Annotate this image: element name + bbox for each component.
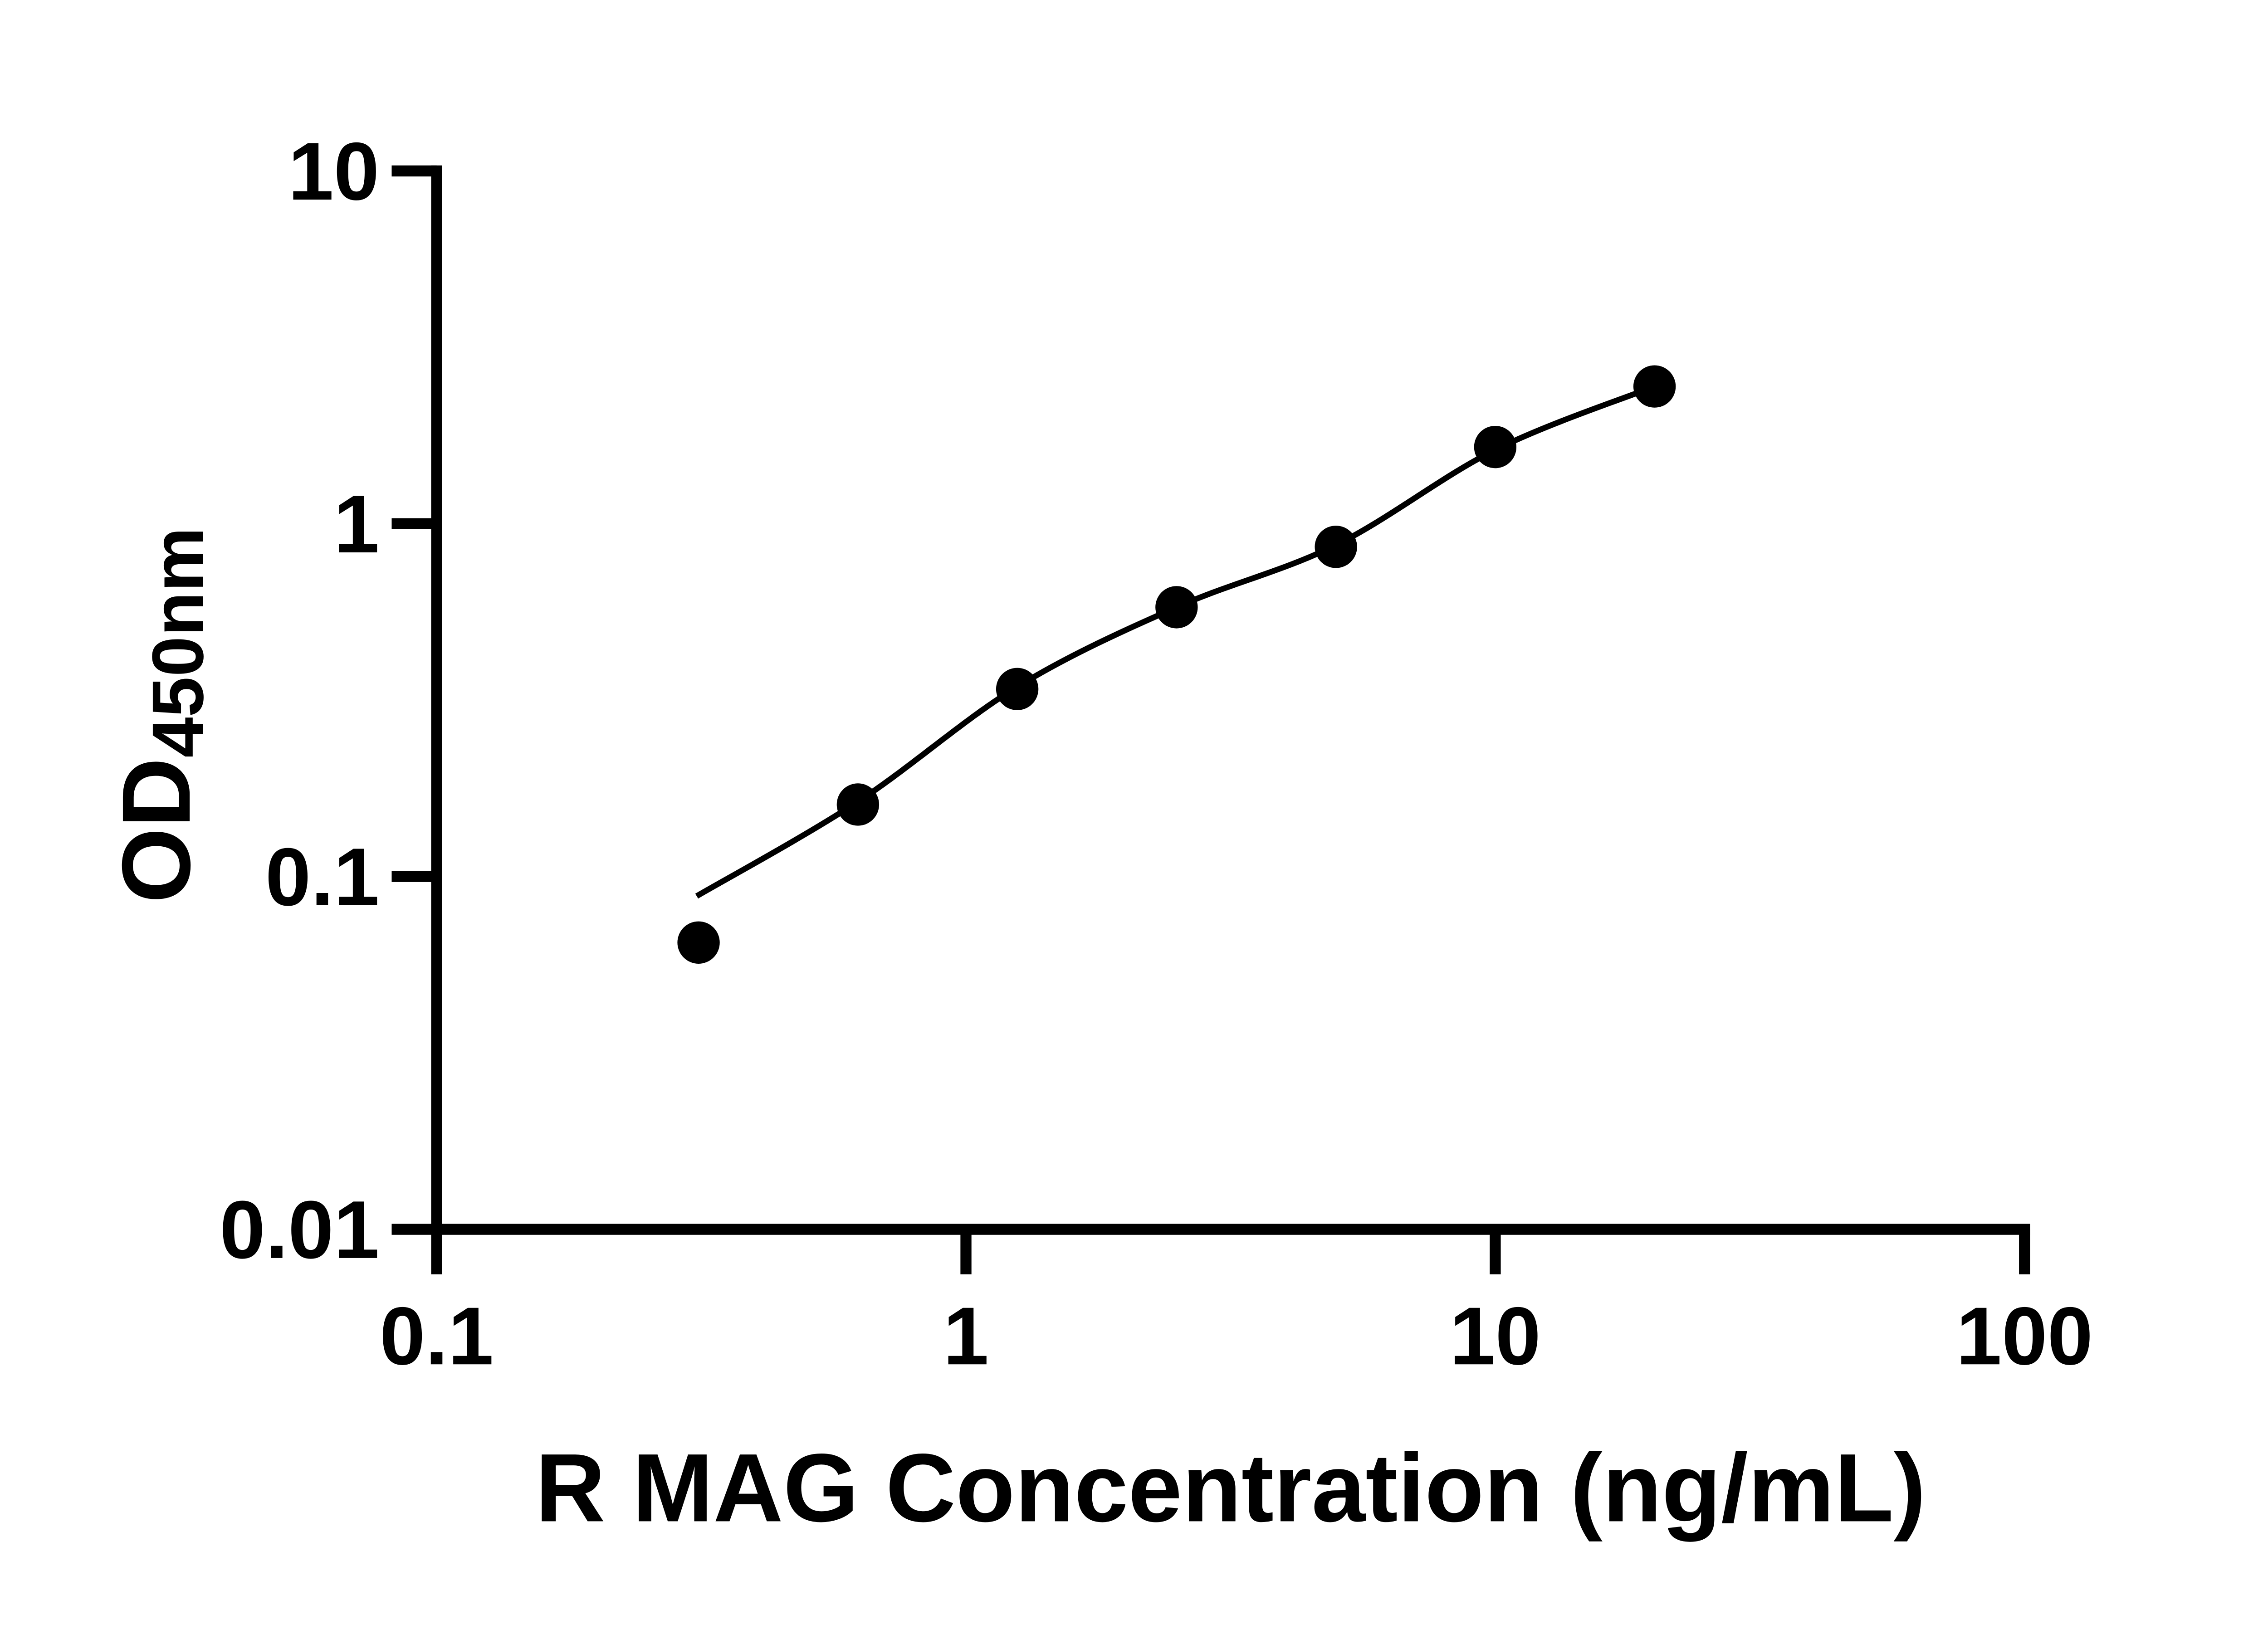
y-tick-label-1: 1 [334, 478, 380, 570]
y-axis-title-main: OD [102, 758, 210, 903]
data-point-4 [1155, 586, 1198, 629]
data-point-2 [836, 783, 880, 826]
y-axis-title: OD450nm [102, 527, 218, 903]
fit-curve-line [695, 384, 1656, 899]
data-points [677, 365, 1676, 964]
x-tick-label-0.1: 0.1 [380, 1290, 494, 1382]
data-point-5 [1315, 526, 1357, 568]
x-tick-label-1: 1 [943, 1290, 989, 1382]
y-axis-title-subscript: 450nm [137, 527, 218, 757]
y-tick-label-10: 10 [288, 126, 379, 217]
x-axis-ticks: 0.1 1 10 100 [380, 1229, 2093, 1382]
y-tick-label-0.1: 0.1 [265, 831, 379, 923]
y-axis-ticks: 0.01 0.1 1 10 [220, 126, 437, 1276]
x-axis-title: R MAG Concentration (ng/mL) [535, 1434, 1926, 1542]
x-tick-label-100: 100 [1956, 1290, 2093, 1382]
data-point-6 [1474, 425, 1517, 468]
data-point-1 [677, 921, 720, 964]
data-point-3 [996, 668, 1039, 710]
data-point-7 [1633, 365, 1676, 408]
x-tick-label-10: 10 [1450, 1290, 1541, 1382]
y-tick-label-0.01: 0.01 [220, 1184, 379, 1276]
